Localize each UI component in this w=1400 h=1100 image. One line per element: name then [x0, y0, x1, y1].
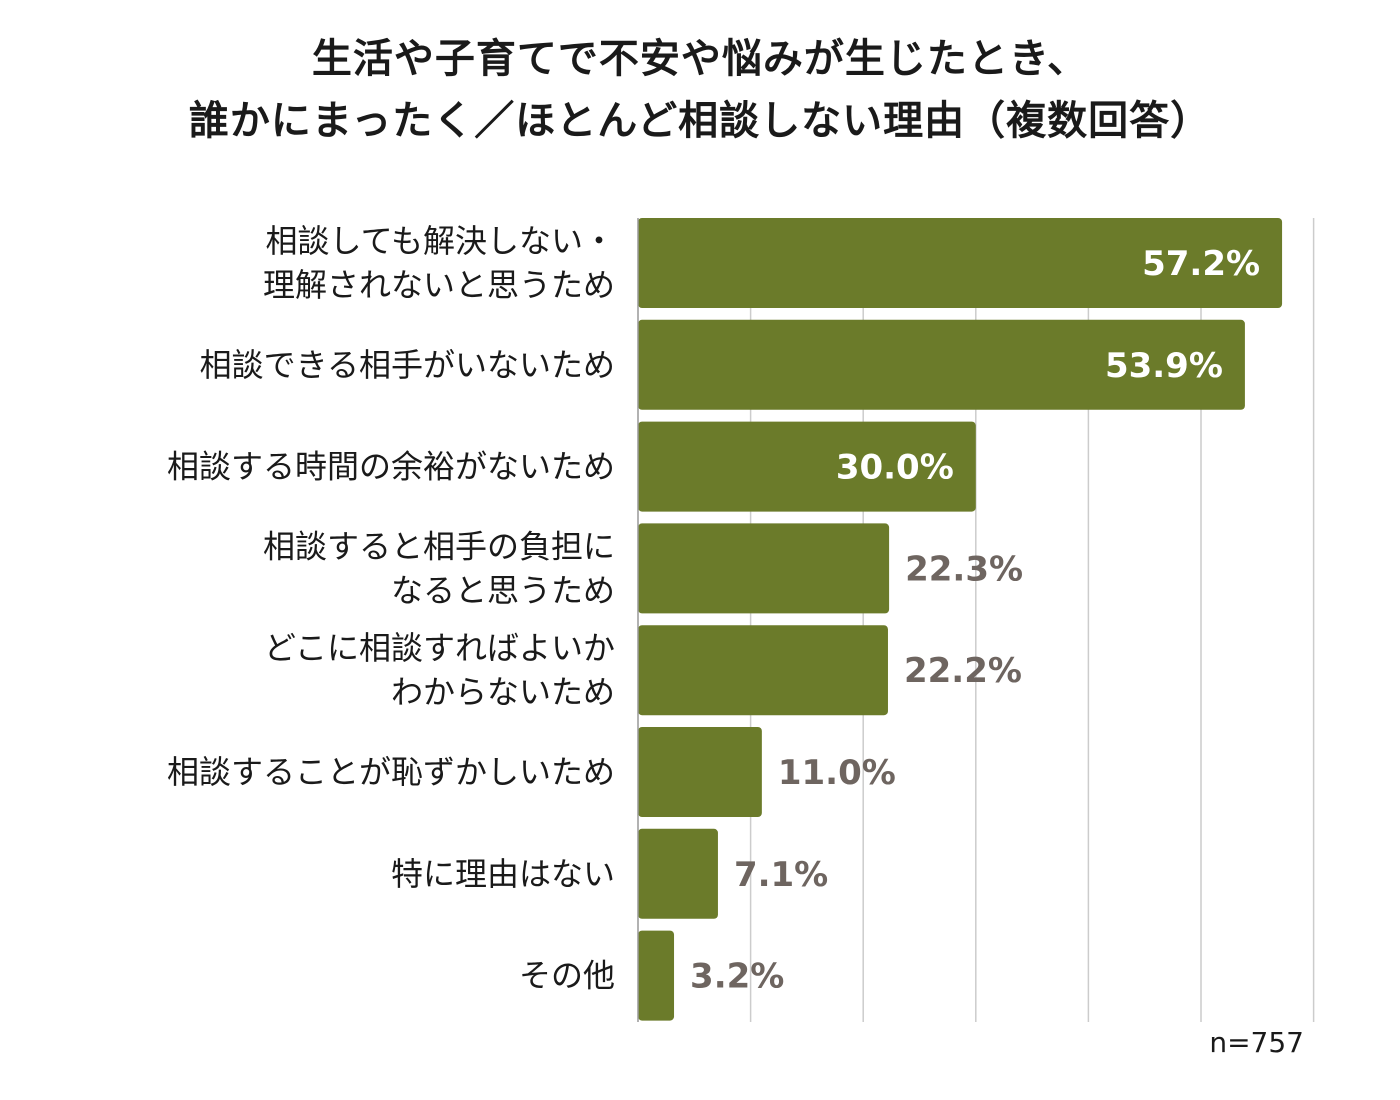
bar [638, 523, 890, 614]
value-label: 57.2% [1142, 244, 1260, 284]
category-label: 相談すると相手の負担になると思うため [263, 527, 615, 609]
category-label: 相談することが恥ずかしいため [167, 753, 615, 791]
value-label: 11.0% [778, 753, 896, 793]
category-label: 特に理由はない [391, 855, 615, 893]
bar [638, 828, 718, 919]
category-label-line: 相談することが恥ずかしいため [167, 753, 615, 791]
bar [638, 727, 762, 817]
category-label: 相談しても解決しない・理解されないと思うため [263, 222, 615, 304]
category-label-line: 相談できる相手がいないため [200, 346, 615, 384]
chart-title-line-2: 誰かにまったく／ほとんど相談しない理由（複数回答） [188, 98, 1212, 144]
category-label-line: 相談する時間の余裕がないため [167, 448, 615, 486]
value-label: 7.1% [734, 855, 828, 895]
value-label: 53.9% [1105, 346, 1223, 386]
category-label-line: 理解されないと思うため [263, 266, 615, 304]
category-label-line: 特に理由はない [391, 855, 615, 893]
value-label: 30.0% [836, 448, 954, 488]
category-label-line: わからないため [391, 673, 615, 711]
category-label-line: 相談すると相手の負担に [263, 527, 615, 565]
category-label: その他 [519, 957, 615, 995]
sample-size-note: n=757 [1209, 1026, 1304, 1059]
category-label-line: 相談しても解決しない・ [266, 222, 615, 260]
bar [638, 930, 675, 1021]
category-label: 相談する時間の余裕がないため [167, 448, 615, 486]
bar [638, 218, 1283, 308]
value-label: 22.3% [905, 549, 1023, 589]
category-label-line: どこに相談すればよいか [264, 629, 615, 667]
category-label-line: その他 [519, 957, 615, 995]
chart-title: 生活や子育てで不安や悩みが生じたとき、 誰かにまったく／ほとんど相談しない理由（… [0, 28, 1400, 152]
chart-title-line-1: 生活や子育てで不安や悩みが生じたとき、 [311, 36, 1089, 82]
category-label: 相談できる相手がいないため [200, 346, 615, 384]
bar [638, 625, 888, 716]
bar [638, 421, 976, 512]
value-label: 3.2% [690, 957, 784, 997]
category-label: どこに相談すればよいかわからないため [264, 629, 615, 711]
category-label-line: なると思うため [391, 571, 615, 609]
bar [638, 319, 1245, 410]
value-label: 22.2% [904, 651, 1022, 691]
